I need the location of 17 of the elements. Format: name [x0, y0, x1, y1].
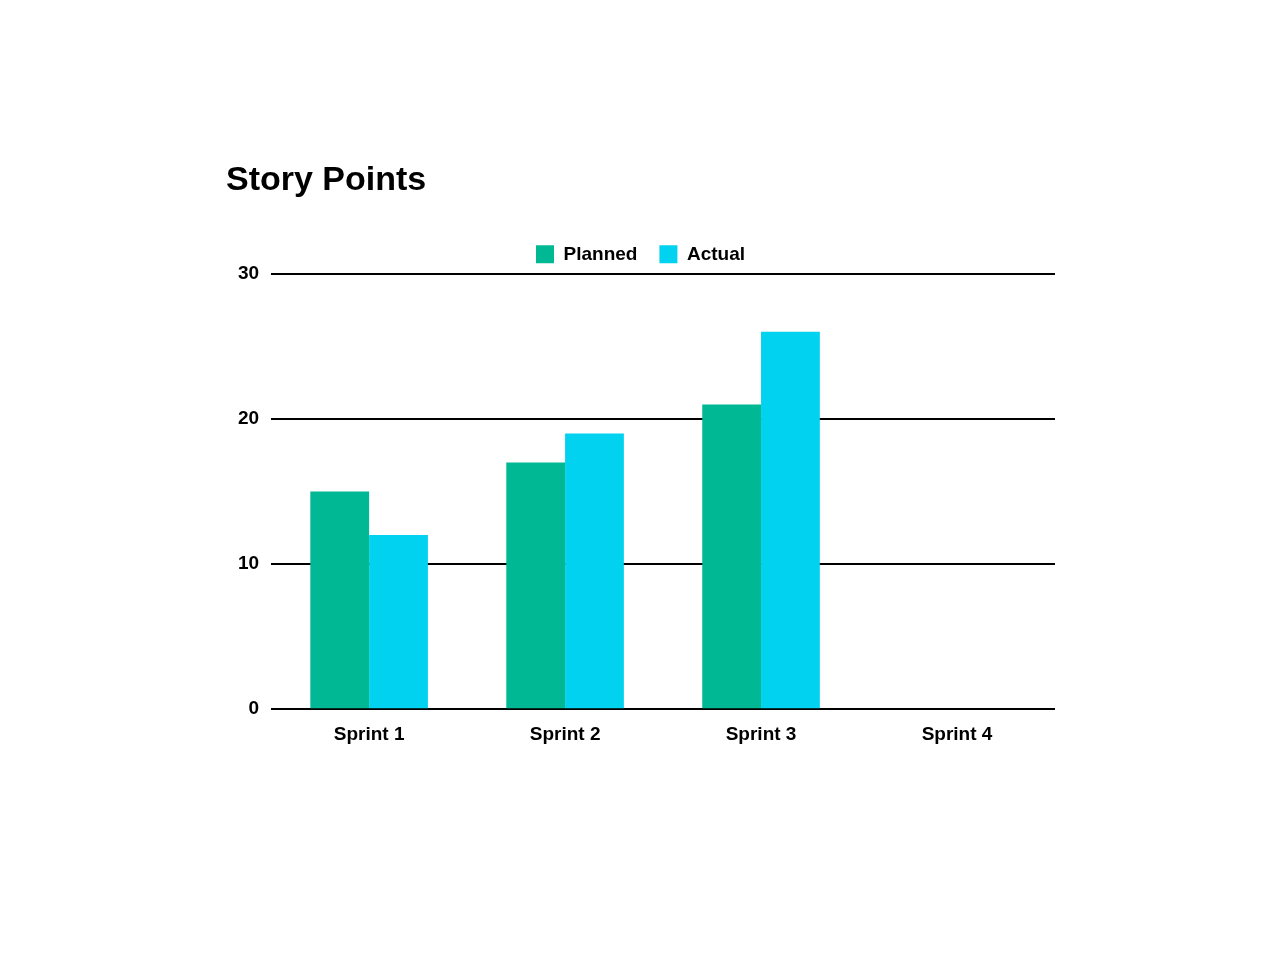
- x-tick-label: Sprint 3: [725, 722, 797, 744]
- bar: [761, 331, 820, 709]
- chart-title: Story Points: [226, 158, 427, 197]
- y-tick-label: 0: [248, 697, 260, 719]
- y-tick-label: 20: [237, 407, 260, 429]
- legend-label: Planned: [563, 242, 638, 264]
- bar: [310, 491, 370, 709]
- legend-label: Actual: [686, 242, 745, 264]
- y-tick-label: 10: [237, 552, 260, 574]
- y-tick-label: 30: [237, 262, 260, 284]
- x-tick-label: Sprint 2: [529, 722, 601, 744]
- x-tick-label: Sprint 1: [333, 722, 405, 744]
- bar: [369, 535, 428, 709]
- bar: [565, 433, 624, 709]
- x-tick-label: Sprint 4: [921, 722, 993, 744]
- bar: [506, 462, 566, 709]
- bar: [702, 404, 762, 709]
